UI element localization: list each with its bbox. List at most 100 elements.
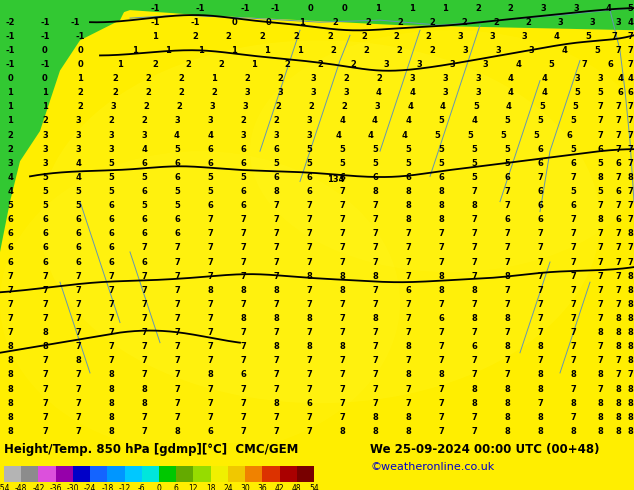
Text: 6: 6 [42,258,48,267]
Text: 6: 6 [438,173,444,182]
Text: 4: 4 [372,117,378,125]
Text: 3: 3 [573,3,579,13]
Text: 7: 7 [339,300,345,309]
Text: 5: 5 [597,159,603,168]
Text: 7: 7 [537,356,543,366]
Text: 7: 7 [615,370,621,379]
Text: 5: 5 [306,159,312,168]
Text: 7: 7 [537,314,543,323]
Text: 7: 7 [339,244,345,252]
Text: 7: 7 [273,258,279,267]
Text: 7: 7 [471,229,477,238]
Text: 7: 7 [108,356,114,366]
Text: -1: -1 [70,18,80,26]
Text: 7: 7 [174,258,180,267]
Text: 8: 8 [570,427,576,436]
Text: 2: 2 [332,18,338,26]
Text: 7: 7 [570,173,576,182]
Text: 5: 5 [570,187,576,196]
Text: 8: 8 [570,370,576,379]
Text: 7: 7 [471,187,477,196]
Text: -1: -1 [5,60,15,69]
Text: 7: 7 [372,229,378,238]
Text: 2: 2 [218,60,224,69]
Text: 7: 7 [627,258,633,267]
Bar [4,466,21,482]
Text: 7: 7 [597,117,603,125]
Text: 2: 2 [343,74,349,83]
Text: 8: 8 [597,413,603,422]
Text: 3: 3 [540,3,546,13]
Text: 7: 7 [141,342,147,351]
Text: 7: 7 [306,427,312,436]
Text: 8: 8 [471,314,477,323]
Text: 8: 8 [273,314,279,323]
Text: 7: 7 [240,328,246,337]
Text: 7: 7 [504,258,510,267]
Text: 7: 7 [537,229,543,238]
Text: 7: 7 [75,314,81,323]
Text: 1: 1 [299,18,305,26]
Text: 5: 5 [240,173,246,182]
Text: 4: 4 [541,88,547,97]
Text: 3: 3 [521,32,527,41]
Text: 8: 8 [372,187,378,196]
Text: 5: 5 [471,145,477,154]
Text: 1: 1 [165,46,171,55]
Text: 6: 6 [339,173,345,182]
Text: 134: 134 [327,175,345,184]
Text: 7: 7 [306,413,312,422]
Text: 2: 2 [363,46,369,55]
Text: 7: 7 [273,201,279,210]
Text: 7: 7 [537,173,543,182]
Text: 7: 7 [174,314,180,323]
Text: 3: 3 [75,117,81,125]
Text: 7: 7 [240,427,246,436]
Text: 5: 5 [574,88,580,97]
Text: 18: 18 [206,484,216,490]
Text: 7: 7 [372,356,378,366]
Text: 6: 6 [174,484,179,490]
Text: 3: 3 [475,88,481,97]
Text: 3: 3 [462,46,468,55]
Text: 8: 8 [438,215,444,224]
Text: 1: 1 [409,3,415,13]
Text: 6: 6 [174,159,180,168]
Text: 1: 1 [132,46,138,55]
Text: 7: 7 [627,187,633,196]
Text: 1: 1 [231,46,237,55]
Text: 7: 7 [372,328,378,337]
Polygon shape [0,0,634,81]
Text: 8: 8 [615,399,621,408]
Text: 8: 8 [240,314,246,323]
Bar [73,466,90,482]
Text: 7: 7 [615,258,621,267]
Bar [210,466,228,482]
Text: 6: 6 [627,88,633,97]
Text: 7: 7 [597,258,603,267]
Text: 5: 5 [405,159,411,168]
Text: 7: 7 [174,356,180,366]
Text: 7: 7 [615,300,621,309]
Text: 5: 5 [585,32,591,41]
Text: 8: 8 [405,427,411,436]
Text: 8: 8 [273,286,279,295]
Text: 4: 4 [376,88,382,97]
Text: 8: 8 [615,314,621,323]
Text: 7: 7 [597,244,603,252]
Text: 7: 7 [108,342,114,351]
Text: 4: 4 [174,130,180,140]
Text: 8: 8 [273,342,279,351]
Text: 8: 8 [75,356,81,366]
Text: 4: 4 [561,46,567,55]
Text: 7: 7 [306,300,312,309]
Text: 3: 3 [306,130,312,140]
Text: 7: 7 [570,413,576,422]
Text: 7: 7 [174,286,180,295]
Text: 8: 8 [537,342,543,351]
Text: -1: -1 [240,3,250,13]
Text: 3: 3 [442,74,448,83]
Text: 7: 7 [570,229,576,238]
Text: 2: 2 [178,74,184,83]
Text: 5: 5 [438,117,444,125]
